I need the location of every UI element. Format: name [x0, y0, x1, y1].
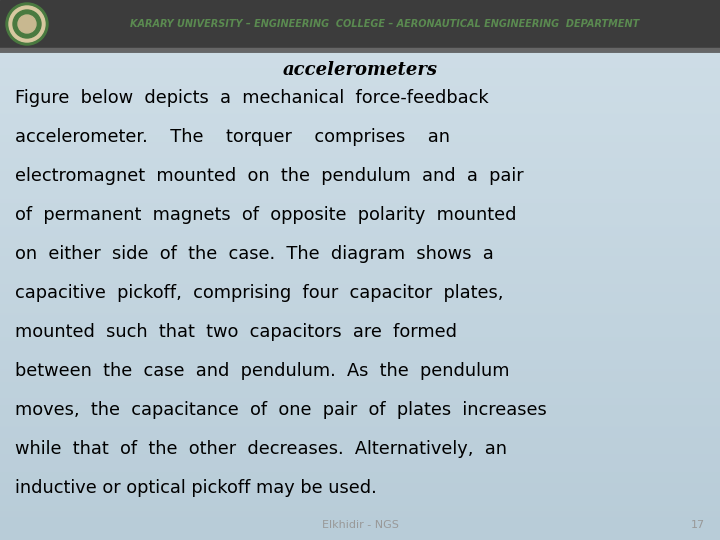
Text: accelerometers: accelerometers: [282, 61, 438, 79]
Circle shape: [6, 3, 48, 45]
Bar: [0, 0, 720, 48]
Text: accelerometer.    The    torquer    comprises    an: accelerometer. The torquer comprises an: [15, 128, 450, 146]
Circle shape: [9, 6, 45, 42]
Text: inductive or optical pickoff may be used.: inductive or optical pickoff may be used…: [15, 479, 377, 497]
Text: capacitive  pickoff,  comprising  four  capacitor  plates,: capacitive pickoff, comprising four capa…: [15, 284, 503, 302]
Text: KARARY UNIVERSITY – ENGINEERING  COLLEGE – AERONAUTICAL ENGINEERING  DEPARTMENT: KARARY UNIVERSITY – ENGINEERING COLLEGE …: [130, 19, 639, 29]
Text: on  either  side  of  the  case.  The  diagram  shows  a: on either side of the case. The diagram …: [15, 245, 494, 263]
Circle shape: [13, 10, 41, 38]
Text: Elkhidir - NGS: Elkhidir - NGS: [322, 520, 398, 530]
Text: 17: 17: [691, 520, 705, 530]
Text: Figure  below  depicts  a  mechanical  force-feedback: Figure below depicts a mechanical force-…: [15, 89, 489, 107]
Text: electromagnet  mounted  on  the  pendulum  and  a  pair: electromagnet mounted on the pendulum an…: [15, 167, 523, 185]
Text: moves,  the  capacitance  of  one  pair  of  plates  increases: moves, the capacitance of one pair of pl…: [15, 401, 546, 419]
Text: between  the  case  and  pendulum.  As  the  pendulum: between the case and pendulum. As the pe…: [15, 362, 510, 380]
Text: while  that  of  the  other  decreases.  Alternatively,  an: while that of the other decreases. Alter…: [15, 440, 507, 458]
Text: of  permanent  magnets  of  opposite  polarity  mounted: of permanent magnets of opposite polarit…: [15, 206, 516, 224]
Circle shape: [18, 15, 36, 33]
Text: mounted  such  that  two  capacitors  are  formed: mounted such that two capacitors are for…: [15, 323, 457, 341]
